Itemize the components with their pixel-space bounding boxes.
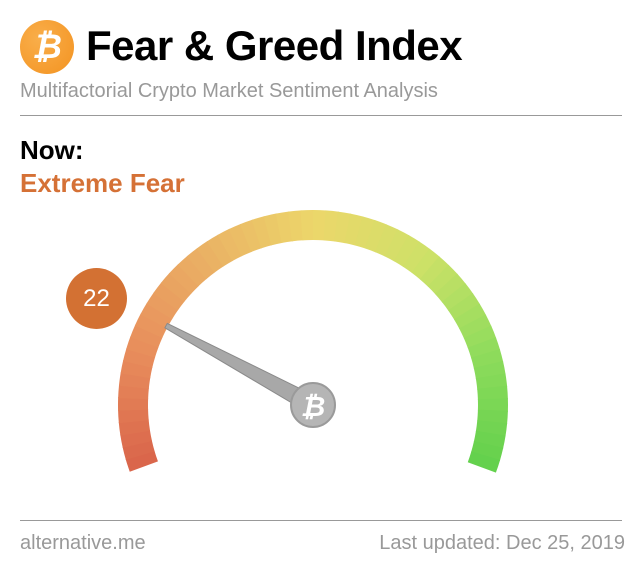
gauge-hub bbox=[290, 382, 336, 428]
gauge-arc-segment bbox=[374, 224, 399, 257]
gauge-arc-segment bbox=[473, 430, 506, 449]
gauge-arc-segment bbox=[453, 303, 487, 330]
gauge-arc-segment bbox=[313, 210, 327, 241]
gauge-arc-segment bbox=[384, 229, 410, 262]
gauge-arc-segment bbox=[130, 324, 163, 348]
gauge-arc-segment bbox=[160, 272, 192, 302]
gauge-arc-segment bbox=[467, 451, 501, 473]
gauge-arc-segment bbox=[122, 348, 156, 368]
gauge-arc bbox=[118, 210, 508, 473]
gauge-hub-bitcoin-icon: ₿ bbox=[301, 390, 326, 423]
last-updated: Last updated: Dec 25, 2019 bbox=[379, 532, 625, 554]
page-subtitle: Multifactorial Crypto Market Sentiment A… bbox=[20, 80, 438, 102]
divider-bottom bbox=[20, 520, 622, 521]
gauge-arc-segment bbox=[125, 450, 158, 472]
gauge-arc-segment bbox=[120, 360, 153, 379]
gauge-arc-segment bbox=[118, 397, 149, 411]
gauge-arc-segment bbox=[186, 247, 216, 280]
gauge-arc-segment bbox=[402, 241, 431, 274]
gauge-arc-segment bbox=[228, 223, 252, 257]
gauge-arc-segment bbox=[473, 361, 506, 380]
gauge-arc-segment bbox=[448, 293, 481, 320]
gauge-arc-segment bbox=[134, 313, 168, 338]
gauge-arc-segment bbox=[275, 211, 293, 244]
gauge-arc-segment bbox=[206, 234, 233, 267]
gauge-arc-segment bbox=[196, 240, 224, 273]
gauge-arc-segment bbox=[427, 264, 458, 295]
gauge-arc-segment bbox=[477, 409, 508, 425]
gauge-arc-segment bbox=[126, 336, 159, 358]
gauge-arc-segment bbox=[153, 282, 185, 311]
gauge-arc-segment bbox=[120, 429, 153, 448]
page-title: Fear & Greed Index bbox=[86, 22, 463, 69]
gauge-arc-segment bbox=[344, 213, 364, 246]
gauge-arc-segment bbox=[334, 211, 352, 244]
gauge-arc-segment bbox=[441, 283, 474, 312]
bitcoin-logo-icon: ₿ bbox=[20, 20, 74, 74]
gauge-arc-segment bbox=[393, 235, 421, 268]
gauge-arc-segment bbox=[239, 219, 262, 253]
gauge-arc-segment bbox=[251, 216, 273, 249]
gauge-arc-segment bbox=[168, 264, 200, 294]
gauge-arc-segment bbox=[118, 408, 149, 424]
gauge-arc-segment bbox=[146, 292, 179, 320]
gauge-arc-segment bbox=[140, 302, 173, 329]
gauge-arc-segment bbox=[118, 384, 149, 400]
gauge-arc-segment bbox=[471, 441, 504, 461]
gauge-arc-segment bbox=[434, 273, 466, 303]
gauge-arc-segment bbox=[118, 419, 151, 436]
gauge-arc-segment bbox=[300, 210, 315, 241]
gauge-arc-segment bbox=[419, 256, 450, 287]
gauge-arc-segment bbox=[467, 337, 501, 359]
gauge-arc-segment bbox=[177, 255, 207, 287]
gauge-arc-segment bbox=[217, 228, 243, 262]
gauge-arc-segment bbox=[475, 373, 508, 390]
divider-top bbox=[20, 115, 622, 116]
value-badge: 22 bbox=[66, 268, 127, 329]
now-label: Now: bbox=[20, 135, 84, 165]
gauge-arc-segment bbox=[463, 325, 497, 349]
gauge-arc-segment bbox=[411, 248, 440, 280]
gauge-arc-segment bbox=[459, 314, 492, 339]
classification-label: Extreme Fear bbox=[20, 168, 185, 198]
gauge-arc-segment bbox=[477, 398, 508, 412]
source-link[interactable]: alternative.me bbox=[20, 532, 146, 554]
gauge-arc-segment bbox=[364, 219, 387, 253]
gauge-arc-segment bbox=[354, 216, 376, 249]
gauge-arc-segment bbox=[288, 210, 304, 242]
gauge-arc-segment bbox=[477, 385, 508, 401]
